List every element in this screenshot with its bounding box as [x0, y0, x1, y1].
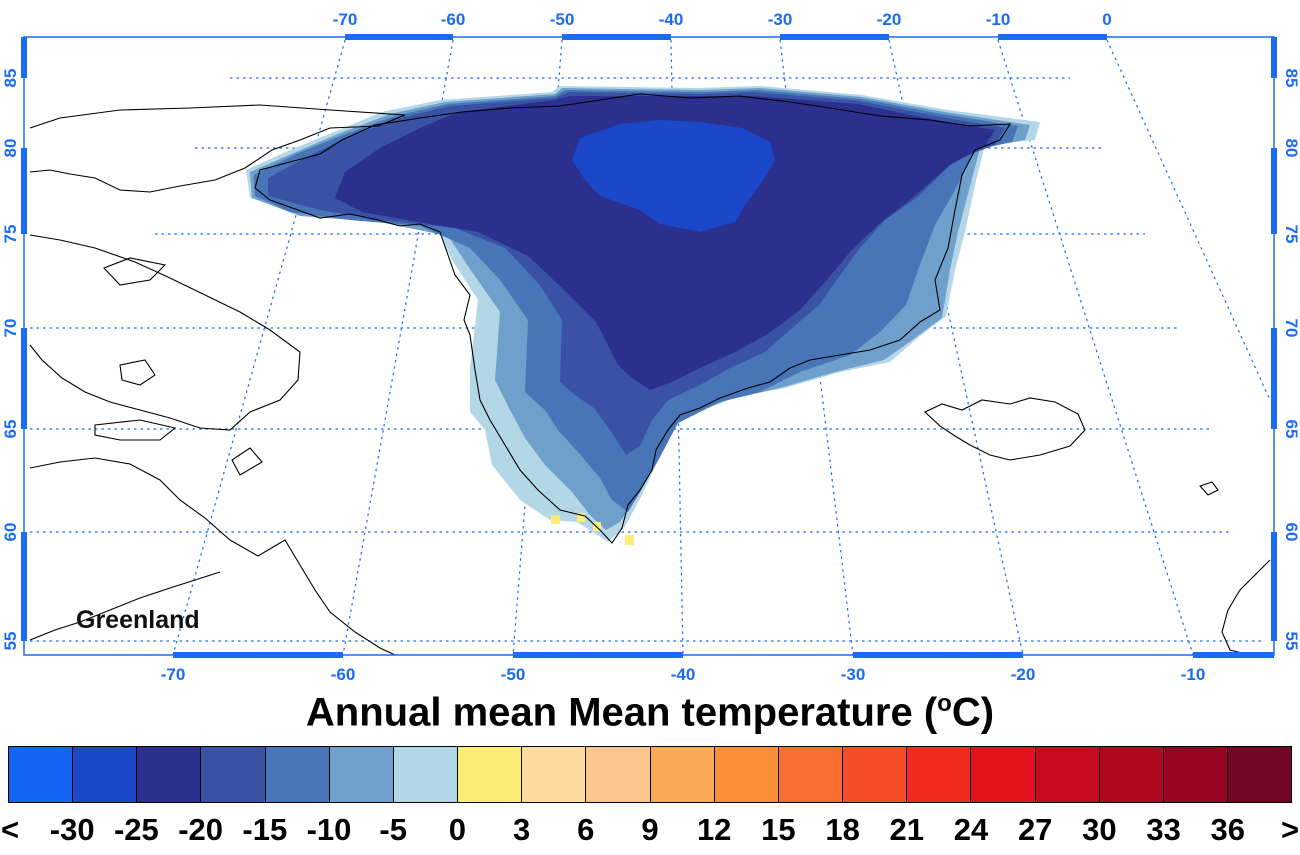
island-fragment-1: [119, 359, 156, 386]
lon-top-label: -40: [659, 10, 684, 29]
lat-right-label: 70: [1282, 319, 1300, 338]
lon-top-label: 0: [1102, 10, 1111, 29]
lon-bottom-label: -70: [161, 665, 186, 684]
colorbar-swatch: [650, 747, 715, 802]
island-fragment-4: [103, 257, 167, 286]
colorbar-swatch: [843, 747, 908, 802]
colorbar-swatch: [329, 747, 394, 802]
lon-top-label: -70: [333, 10, 358, 29]
colorbar-swatch: [393, 747, 459, 802]
colorbar-swatch: [1035, 747, 1100, 802]
frame-ticks: [21, 34, 1277, 658]
iceland-coast: [924, 397, 1086, 461]
svalbard-fragment: [1199, 481, 1219, 496]
island-fragment-2: [94, 419, 177, 441]
coastlines: [29, 93, 1271, 656]
norway-coast: [1221, 559, 1271, 656]
colorbar-label: 3: [512, 812, 531, 847]
colorbar-labels: < -30 -25 -20 -15 -10 -5 0 3 6 9 12 15 18 21 24 27 30 33 36…: [0, 812, 1300, 852]
colorbar-label: 18: [825, 812, 860, 847]
legend-title-main: Annual mean Mean temperature (: [305, 690, 938, 735]
lower-coast: [29, 571, 221, 641]
lat-left-label: 65: [1, 420, 20, 439]
colorbar-swatch: [971, 747, 1036, 802]
lon-bottom-label: -20: [1011, 665, 1036, 684]
colorbar-label: 6: [577, 812, 595, 847]
colorbar-swatch: [714, 747, 779, 802]
colorbar-label: -15: [242, 812, 288, 847]
lat-right-label: 75: [1282, 225, 1300, 244]
colorbar-label: 24: [953, 812, 989, 847]
colorbar-label: 9: [641, 812, 659, 847]
map-canvas: -70 -60 -50 -40 -30 -20 -10 0 -70 -60 -5…: [1, 10, 1300, 684]
labrador-coast: [29, 457, 396, 656]
band-minus-25: [335, 96, 995, 390]
region-label: Greenland: [76, 606, 200, 634]
colorbar: [8, 746, 1292, 803]
legend-title-unit: C): [951, 690, 995, 735]
colorbar-label: -5: [379, 812, 407, 847]
lon-top-label: -30: [768, 10, 793, 29]
colorbar-swatch: [586, 747, 651, 802]
legend-title: Annual mean Mean temperature (oC): [0, 690, 1300, 735]
colorbar-label: -30: [49, 812, 95, 847]
lat-right-label: 55: [1282, 632, 1300, 651]
lon-top-label: -20: [877, 10, 902, 29]
colorbar-label: 27: [1017, 812, 1053, 847]
lon-bottom-label: -30: [841, 665, 866, 684]
lat-right-label: 80: [1282, 139, 1300, 158]
colorbar-swatch: [458, 747, 523, 802]
lon-labels-top: -70 -60 -50 -40 -30 -20 -10 0: [333, 10, 1112, 29]
lat-left-label: 70: [1, 319, 20, 338]
colorbar-label: 0: [448, 812, 467, 847]
lon-labels-bottom: -70 -60 -50 -40 -30 -20 -10: [161, 665, 1206, 684]
colorbar-label: 33: [1146, 812, 1181, 847]
colorbar-label: -20: [178, 812, 223, 847]
lat-left-label: 85: [1, 69, 20, 88]
colorbar-label: >: [1280, 812, 1300, 847]
lon-top-label: -60: [441, 10, 466, 29]
lat-labels-right: 85 80 75 70 65 60 55: [1282, 69, 1300, 651]
colorbar-swatch: [1163, 747, 1228, 802]
lon-bottom-label: -40: [671, 665, 696, 684]
colorbar-label: -10: [306, 812, 352, 847]
canada-arctic-coast: [29, 104, 406, 193]
colorbar-swatch: [265, 747, 330, 802]
lon-bottom-label: -60: [331, 665, 356, 684]
colorbar-label: 36: [1210, 812, 1246, 847]
lat-left-label: 80: [1, 139, 20, 158]
colorbar-swatch: [9, 747, 74, 802]
lat-right-label: 65: [1282, 420, 1300, 439]
lat-right-label: 85: [1282, 69, 1300, 88]
colorbar-swatch: [73, 747, 138, 802]
lat-labels-left: 85 80 75 70 65 60 55: [1, 69, 20, 651]
band-minus-30: [572, 120, 775, 232]
legend-title-degree: o: [937, 690, 952, 717]
lat-left-label: 75: [1, 225, 20, 244]
colorbar-swatch: [137, 747, 202, 802]
colorbar-label: 12: [696, 812, 732, 847]
lat-left-label: 55: [1, 632, 20, 651]
lon-bottom-label: -50: [501, 665, 526, 684]
colorbar-swatch: [1227, 747, 1292, 802]
colorbar-swatch: [907, 747, 972, 802]
colorbar-label: <: [0, 812, 20, 847]
greenland-coast: [254, 93, 1012, 544]
colorbar-swatch: [778, 747, 844, 802]
lat-right-label: 60: [1282, 523, 1300, 542]
colorbar-swatch: [201, 747, 266, 802]
colorbar-swatch: [1099, 747, 1164, 802]
colorbar-label: 30: [1082, 812, 1117, 847]
lon-bottom-label: -10: [1181, 665, 1206, 684]
colorbar-swatch: [522, 747, 587, 802]
colorbar-label: -25: [113, 812, 159, 847]
temperature-field: [246, 86, 1040, 542]
lat-left-label: 60: [1, 523, 20, 542]
island-fragment-3: [231, 447, 263, 476]
colorbar-label: 15: [761, 812, 796, 847]
lon-top-label: -50: [550, 10, 575, 29]
colorbar-label: 21: [889, 812, 925, 847]
lon-top-label: -10: [986, 10, 1011, 29]
baffin-island-coast: [29, 234, 301, 431]
